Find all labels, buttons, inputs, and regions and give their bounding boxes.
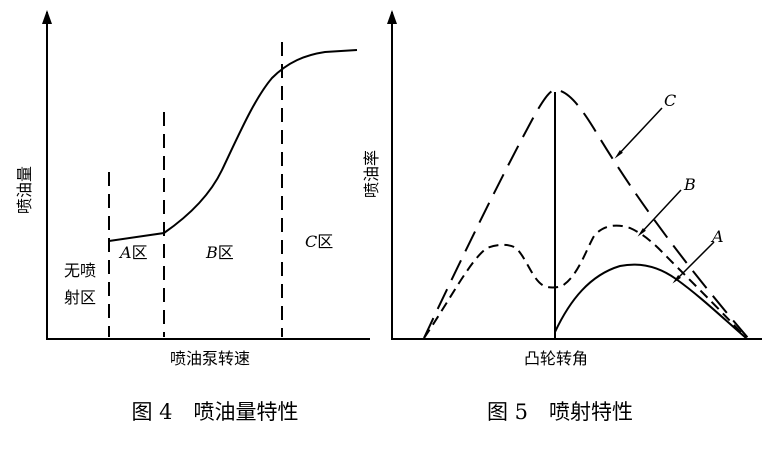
fig4-zone-b-suffix: 区 [218,243,234,262]
fig5-y-label: 喷油率 [362,150,381,198]
fig5-curve-c-label: C [664,91,676,110]
fig5-curve-a-label: A [710,227,724,246]
fig5-curve-b-label: B [683,175,696,194]
fig4-caption: 图 4 喷油量特性 [131,400,298,424]
fig4-zone-none-line2: 射区 [64,288,96,307]
fig4-y-label: 喷油量 [15,166,34,214]
figure-4: 喷油量 喷油泵转速 无喷 射区 A区 B区 C区 图 4 喷油量特性 [15,10,370,424]
fig5-leader-a [672,241,715,284]
fig4-zone-c-letter: C [305,232,317,251]
fig4-zone-c-suffix: 区 [317,232,333,251]
fig5-leaders [614,107,715,284]
fig5-curve-b [423,224,747,339]
figure-5: C B A 喷油率 凸轮转角 图 5 喷射特性 [362,10,762,424]
fig4-fuel-quantity-curve [108,49,358,242]
fig4-y-arrow-icon [42,10,52,24]
fig4-axes [42,10,370,340]
fig4-x-label: 喷油泵转速 [170,349,250,368]
fig4-zone-b-label: B区 [205,243,234,262]
fig4-zone-a-label: A区 [118,243,148,262]
fig5-y-arrow-icon [387,10,397,24]
fig4-zone-none-line1: 无喷 [64,261,96,280]
fig5-curve-c [423,88,749,339]
fig4-zone-a-letter: A [118,243,132,262]
fig4-zone-b-letter: B [205,243,218,262]
fig4-zone-c-label: C区 [305,232,333,251]
fig5-caption: 图 5 喷射特性 [487,400,633,424]
fig5-leader-c [614,107,663,159]
fig5-curve-a [554,263,747,339]
fig5-leader-b [637,189,682,237]
fig5-axes [387,10,762,340]
fig5-x-label: 凸轮转角 [524,349,588,368]
fig4-zone-a-suffix: 区 [132,243,148,262]
fig4-zone-dividers [108,42,283,337]
